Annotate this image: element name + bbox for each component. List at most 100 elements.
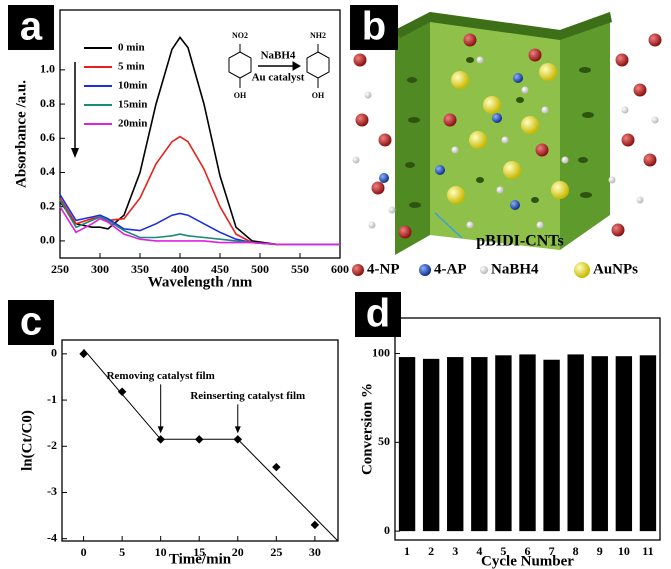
scheme-label: NaBH4 xyxy=(261,50,296,62)
x-tick-label: 6 xyxy=(525,544,531,558)
bar xyxy=(495,355,512,532)
x-tick-label: 450 xyxy=(211,262,229,276)
molecule xyxy=(528,48,542,62)
callout-label: pBIDI-CNTs xyxy=(476,233,563,250)
scheme-label: OH xyxy=(234,91,247,100)
legend-label: 20min xyxy=(118,118,147,130)
molecule xyxy=(463,33,477,47)
callout-line xyxy=(434,212,463,239)
molecule xyxy=(648,33,662,47)
plot-frame xyxy=(394,317,661,541)
legend-label: 4-AP xyxy=(434,261,467,277)
time-arrow-head xyxy=(71,148,79,158)
molecule xyxy=(541,106,549,114)
molecule xyxy=(476,56,484,64)
scheme-label: NH2 xyxy=(310,31,326,40)
molecule xyxy=(651,116,659,124)
legend-label: 0 min xyxy=(118,42,145,54)
annotation-arrowhead xyxy=(157,426,164,434)
tube-left-wall xyxy=(395,12,430,255)
y-tick-label: 0.6 xyxy=(40,130,55,144)
molecule xyxy=(611,223,625,237)
legend-label: 15min xyxy=(118,99,147,111)
x-tick-label: 550 xyxy=(291,262,309,276)
scheme-label: Au catalyst xyxy=(252,72,305,84)
data-point xyxy=(272,462,281,472)
molecules xyxy=(352,33,662,239)
molecule xyxy=(521,86,529,94)
y-tick-label: 0 xyxy=(51,346,57,360)
spectrum-line xyxy=(59,36,340,246)
data-point xyxy=(233,435,243,444)
molecule xyxy=(551,181,569,199)
panel-label-box xyxy=(8,5,54,50)
molecule xyxy=(503,161,521,179)
molecule xyxy=(521,116,539,134)
molecule xyxy=(483,96,501,114)
data-point xyxy=(156,435,165,444)
molecule xyxy=(364,91,372,99)
data-point xyxy=(117,387,127,396)
scheme-label: NO2 xyxy=(232,31,248,40)
y-tick-label: -2 xyxy=(47,438,57,452)
y-tick-label: 50 xyxy=(378,434,390,448)
x-tick-label: 300 xyxy=(91,262,109,276)
bar xyxy=(422,358,440,532)
molecule xyxy=(443,113,457,127)
data-point xyxy=(194,435,204,444)
y-tick-label: 0.8 xyxy=(40,96,55,110)
x-tick-label: 10 xyxy=(155,545,167,559)
panel-label-box xyxy=(355,292,401,337)
molecule xyxy=(371,181,385,195)
molecule xyxy=(451,146,459,154)
scheme-label: OH xyxy=(312,91,325,100)
x-tick-label: 2 xyxy=(428,544,434,558)
panel-label: b xyxy=(362,5,386,49)
panel-label: a xyxy=(20,5,43,49)
bar xyxy=(567,354,584,532)
molecule xyxy=(368,221,376,229)
molecule xyxy=(535,143,549,157)
y-tick-label: -3 xyxy=(47,484,57,498)
x-tick-label: 600 xyxy=(331,262,349,276)
molecule xyxy=(398,225,412,239)
panel-label-box xyxy=(8,300,54,345)
annotation: Removing catalyst film xyxy=(107,370,215,382)
legend-label: AuNPs xyxy=(593,261,638,277)
molecule xyxy=(466,221,474,229)
cnt-illustration xyxy=(395,12,612,255)
plot-frame xyxy=(61,339,339,542)
bar xyxy=(447,357,464,532)
tube-inner xyxy=(430,12,560,250)
molecule xyxy=(447,186,465,204)
y-tick-label: 0.0 xyxy=(40,233,55,247)
y-tick-label: 0.4 xyxy=(40,164,55,178)
data-point xyxy=(79,349,88,359)
molecule xyxy=(643,153,657,167)
x-axis-label: Cycle Number xyxy=(481,553,574,569)
y-tick-label: 0 xyxy=(384,523,390,537)
molecule xyxy=(636,196,644,204)
molecule xyxy=(379,173,389,183)
x-tick-label: 500 xyxy=(251,262,269,276)
panel-label: d xyxy=(366,292,390,336)
x-tick-label: 5 xyxy=(119,545,125,559)
x-tick-label: 8 xyxy=(573,544,579,558)
tube-rim xyxy=(395,12,612,40)
molecule xyxy=(561,156,569,164)
molecule xyxy=(621,133,635,147)
tube-right-wall xyxy=(560,12,610,250)
molecule xyxy=(510,200,520,210)
x-tick-label: 4 xyxy=(476,544,482,558)
molecule xyxy=(496,186,504,194)
y-tick-label: 100 xyxy=(372,345,390,359)
y-tick-label: -1 xyxy=(47,392,57,406)
molecule xyxy=(353,53,367,67)
y-tick-label: -4 xyxy=(47,530,57,544)
molecule xyxy=(633,83,647,97)
y-tick-label: 0.2 xyxy=(40,198,55,212)
x-tick-label: 20 xyxy=(232,545,244,559)
bar xyxy=(543,359,560,532)
molecule xyxy=(451,71,469,89)
